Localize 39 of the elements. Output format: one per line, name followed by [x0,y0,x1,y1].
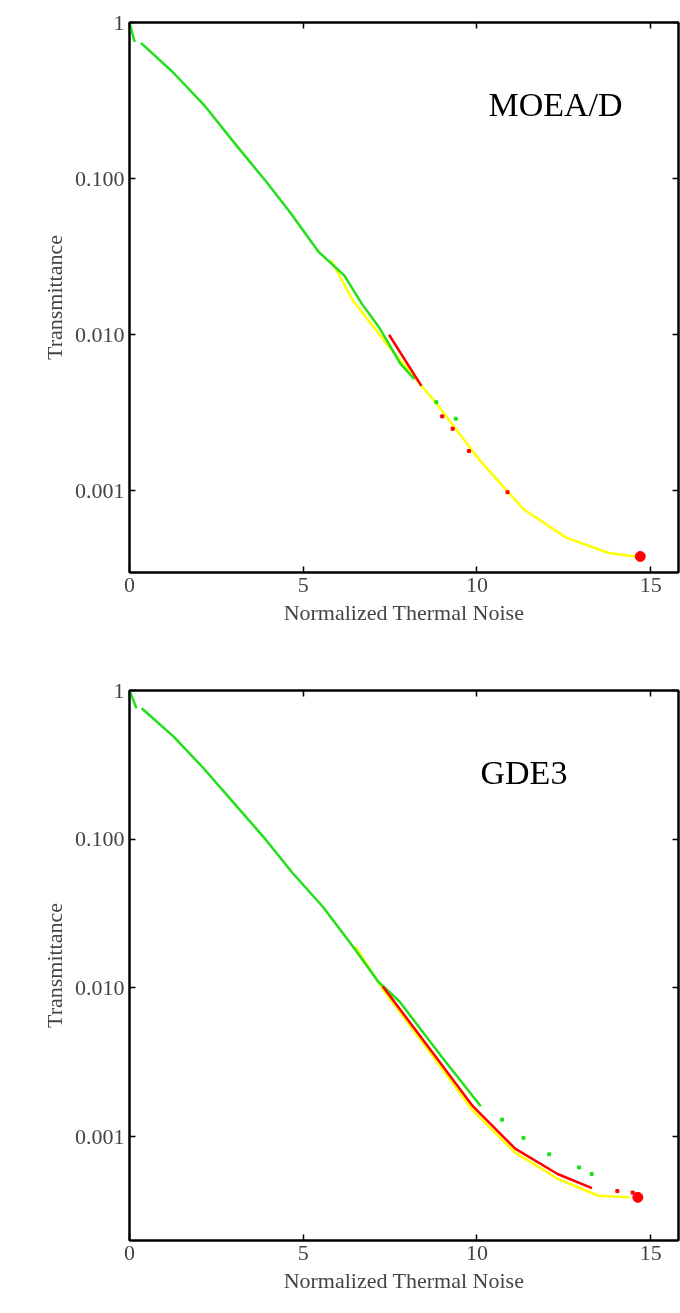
y-tick-label: 0.010 [75,321,125,347]
point [547,1152,552,1157]
y-tick-label: 0.001 [75,1123,125,1149]
annotation: MOEA/D [488,85,623,123]
point [466,449,471,454]
y-tick-label: 0.100 [75,165,125,191]
x-tick-label: 0 [124,1239,135,1265]
point [634,550,646,562]
point [505,490,510,495]
point [450,426,455,431]
point [521,1135,526,1140]
annotation: GDE3 [480,753,568,791]
y-tick-label: 0.010 [75,974,125,1000]
y-tick-label: 1 [113,9,125,35]
line-series [354,945,632,1199]
x-tick-label: 5 [297,571,309,597]
y-tick-label: 1 [113,677,125,703]
x-tick-label: 15 [639,571,662,597]
point [434,400,439,405]
point [440,414,445,419]
y-tick-label: 0.001 [75,477,125,503]
point [577,1165,582,1170]
line-series [381,985,594,1190]
x-tick-label: 0 [124,571,135,597]
point [499,1117,504,1122]
point [589,1172,594,1177]
x-axis-title: Normalized Thermal Noise [283,1267,524,1293]
point [453,416,458,421]
y-tick-label: 0.100 [75,826,125,852]
y-axis-title: Transmittance [42,234,67,361]
x-tick-label: 15 [639,1239,662,1265]
y-axis-title: Transmittance [42,902,67,1029]
x-axis-title: Normalized Thermal Noise [283,599,524,625]
point [630,1190,635,1195]
point [632,1191,644,1203]
x-tick-label: 5 [297,1239,309,1265]
x-tick-label: 10 [465,571,488,597]
point [615,1189,620,1194]
x-tick-label: 10 [465,1239,488,1265]
